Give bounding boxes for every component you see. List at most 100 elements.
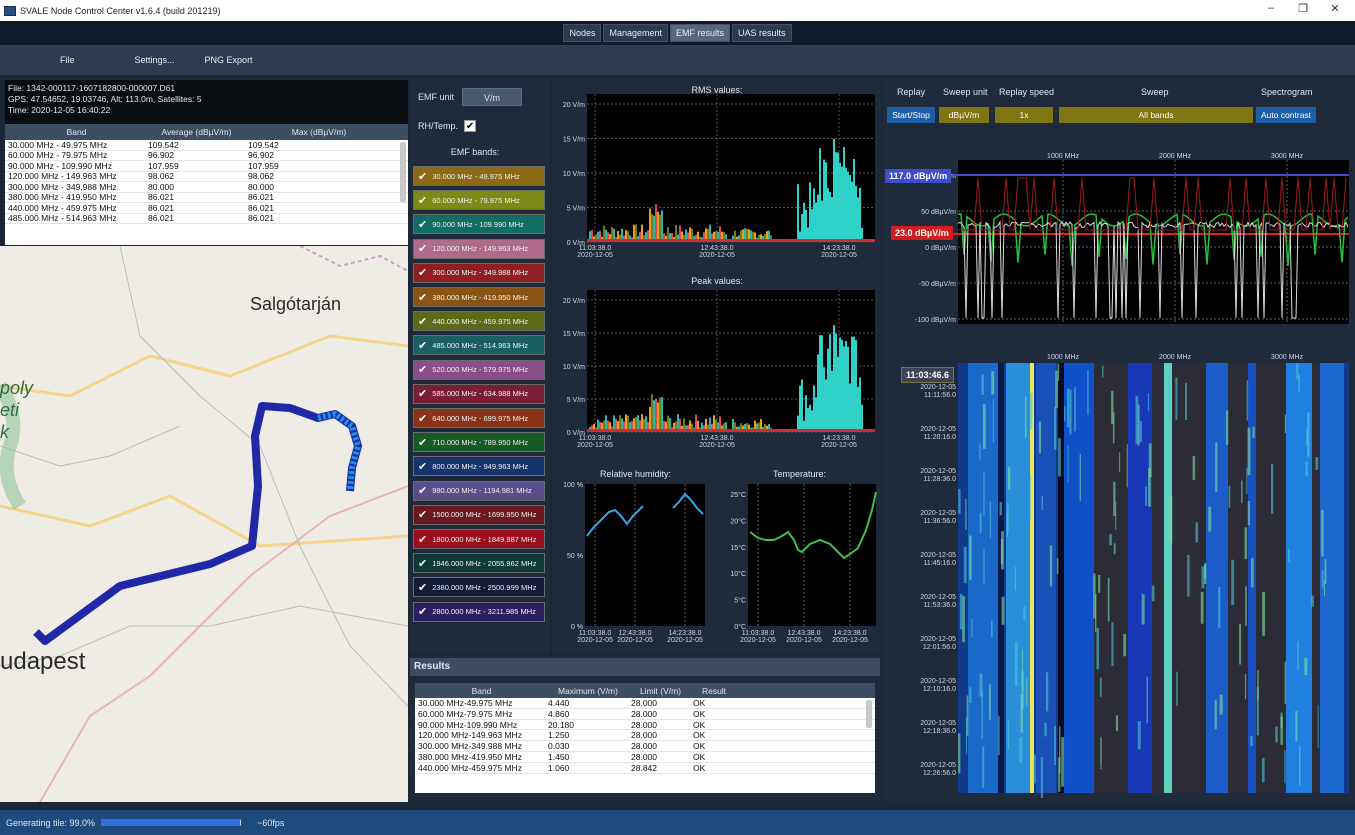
spectrogram-time-badge[interactable]: 11:03:46.6 [901,367,955,383]
data-bar [762,235,764,242]
sweep-unit-label: Sweep unit [943,87,988,97]
spectrogram-noise [1200,591,1204,624]
results-table-row[interactable]: 60.000 MHz-79.975 MHz 4.860 28.000 OK [415,709,875,720]
band-table-cell: 86.021 [248,192,274,203]
results-header-limit[interactable]: Limit (V/m) [639,685,682,696]
data-bar [591,230,593,242]
data-baseline [587,239,875,242]
max-level-badge[interactable]: 117.0 dBµV/m [885,169,952,183]
data-bar [629,235,631,242]
emf-band-toggle[interactable]: ✔ 640.000 MHz - 699.975 MHz [413,408,545,428]
band-table-row[interactable]: 30.000 MHz - 49.975 MHz 109.542 109.542 [5,140,408,151]
spectrogram-noise [1054,725,1056,765]
results-header-maximum[interactable]: Maximum (V/m) [558,685,618,696]
results-table-cell: 0.030 [548,741,570,752]
y-tick-label: 10 V/m [563,171,585,178]
results-table-row[interactable]: 120.000 MHz-149.963 MHz 1.250 28.000 OK [415,730,875,742]
x-tick-date: 2020-12-05 [821,252,857,259]
emf-band-toggle[interactable]: ✔ 440.000 MHz - 459.975 MHz [413,311,545,332]
menu-file[interactable]: File [60,55,75,65]
emf-band-toggle[interactable]: ✔ 485.000 MHz - 514.963 MHz [413,335,545,356]
rh-temp-checkbox[interactable]: ✔ [464,120,477,132]
data-bar [829,191,831,242]
humidity-line [672,492,704,515]
minimize-button[interactable]: – [1267,2,1275,14]
maximize-button[interactable]: ❐ [1298,3,1308,15]
checkmark-icon: ✔ [418,243,428,256]
emf-band-toggle[interactable]: ✔ 2380.000 MHz - 2500.999 MHz [413,577,545,598]
menu-settings[interactable]: Settings... [134,55,175,65]
sweep-unit-select[interactable]: dBµV/m [939,107,989,123]
temperature-chart: Temperature: 25°C 20°C 15°C 10°C 5°C 0°C 11:03… [718,466,881,654]
band-table-row[interactable]: 90.000 MHz - 109.990 MHz 107.959 107.959 [5,161,408,172]
start-stop-button[interactable]: Start/Stop [887,107,935,123]
spectrogram-noise [1007,720,1010,750]
map-view[interactable]: Salgótarján poly eti k udapest [0,246,408,802]
band-table-row[interactable]: 485.000 MHz - 514.963 MHz 86.021 86.021 [5,213,408,224]
emf-band-toggle[interactable]: ✔ 30.000 MHz - 49.975 MHz [413,166,545,186]
y-tick-label: 100 % [563,482,583,489]
spectrogram-noise [1295,710,1298,742]
close-button[interactable]: ✕ [1330,3,1340,15]
band-table-row[interactable]: 60.000 MHz - 79.975 MHz 96.902 96.902 [5,150,408,161]
tab-emf-results[interactable]: EMF results [670,24,731,42]
status-text: Generating tile: 99.0% [6,817,96,828]
emf-band-toggle[interactable]: ✔ 1800.000 MHz - 1849.987 MHz [413,529,545,549]
sweep-select[interactable]: All bands [1059,107,1253,123]
band-table-row[interactable]: 300.000 MHz - 349.988 MHz 80.000 80.000 [5,182,408,193]
y-tick-label: 0 dBµV/m [925,245,956,252]
results-table-row[interactable]: 440.000 MHz-459.975 MHz 1.060 28.842 OK [415,763,875,774]
results-table-cell: OK [693,719,706,730]
results-title: Results [410,658,880,676]
spectrogram-noise [1218,586,1221,628]
time-tick-label: 11:53:36.0 [923,602,956,609]
results-header-result[interactable]: Result [701,685,727,696]
emf-band-toggle[interactable]: ✔ 300.000 MHz - 349.988 MHz [413,262,545,283]
emf-band-toggle[interactable]: ✔ 120.000 MHz - 149.963 MHz [413,238,545,259]
emf-band-toggle[interactable]: ✔ 980.000 MHz - 1194.981 MHz [413,480,545,501]
column-header-max[interactable]: Max (dBµV/m) [291,127,347,137]
spectrogram-noise [1225,410,1229,445]
data-bar [719,226,721,242]
emf-band-toggle[interactable]: ✔ 1946.000 MHz - 2055.962 MHz [413,553,545,574]
results-table-row[interactable]: 380.000 MHz-419.950 MHz 1.450 28.000 OK [415,752,875,763]
emf-band-toggle[interactable]: ✔ 710.000 MHz - 789.950 MHz [413,432,545,453]
emf-band-toggle[interactable]: ✔ 60.000 MHz - 79.975 MHz [413,190,545,211]
data-bar [619,234,621,242]
emf-band-toggle[interactable]: ✔ 585.000 MHz - 634.988 MHz [413,383,545,404]
y-tick-label: 15 V/m [563,137,585,144]
replay-speed-select[interactable]: 1x [995,107,1053,123]
band-table-cell: 109.542 [148,139,179,150]
emf-band-toggle[interactable]: ✔ 1500.000 MHz - 1699.950 MHz [413,504,545,525]
emf-band-toggle[interactable]: ✔ 380.000 MHz - 419.950 MHz [413,287,545,307]
spectrogram-noise [1135,396,1139,444]
spectrogram-noise [1055,370,1058,409]
column-header-average[interactable]: Average (dBµV/m) [161,127,232,137]
band-table-row[interactable]: 440.000 MHz - 459.975 MHz 86.021 86.021 [5,203,408,214]
band-table-row[interactable]: 380.000 MHz - 419.950 MHz 86.021 86.021 [5,192,408,203]
menu-png-export[interactable]: PNG Export [204,55,253,65]
tab-uas-results[interactable]: UAS results [732,24,792,42]
band-table-scrollbar[interactable] [400,142,406,202]
results-table-cell: 28.000 [631,697,657,708]
data-bar [653,215,655,242]
emf-band-toggle[interactable]: ✔ 2800.000 MHz - 3211.985 MHz [413,601,545,622]
emf-band-toggle[interactable]: ✔ 90.000 MHz - 109.990 MHz [413,214,545,235]
tab-management[interactable]: Management [603,24,669,42]
results-table-row[interactable]: 90.000 MHz-109.990 MHz 20.180 28.000 OK [415,720,875,731]
tab-nodes[interactable]: Nodes [563,24,602,42]
min-level-badge[interactable]: 23.0 dBµV/m [891,226,953,240]
checkmark-icon: ✔ [418,267,428,280]
column-header-band[interactable]: Band [66,127,87,137]
emf-band-toggle[interactable]: ✔ 800.000 MHz - 949.963 MHz [413,456,545,477]
spectrogram-noise [1099,677,1102,697]
auto-contrast-button[interactable]: Auto contrast [1256,107,1316,123]
emf-band-toggle[interactable]: ✔ 520.000 MHz - 579.975 MHz [413,359,545,380]
x-tick-date: 2020-12-05 [699,252,735,259]
results-table-row[interactable]: 30.000 MHz-49.975 MHz 4.440 28.000 OK [415,698,875,709]
emf-unit-select[interactable]: V/m [462,88,523,106]
band-table-row[interactable]: 120.000 MHz - 149.963 MHz 98.062 98.062 [5,171,408,182]
results-table-row[interactable]: 300.000 MHz-349.988 MHz 0.030 28.000 OK [415,741,875,752]
results-scrollbar[interactable] [866,700,872,728]
results-header-band[interactable]: Band [471,685,492,696]
